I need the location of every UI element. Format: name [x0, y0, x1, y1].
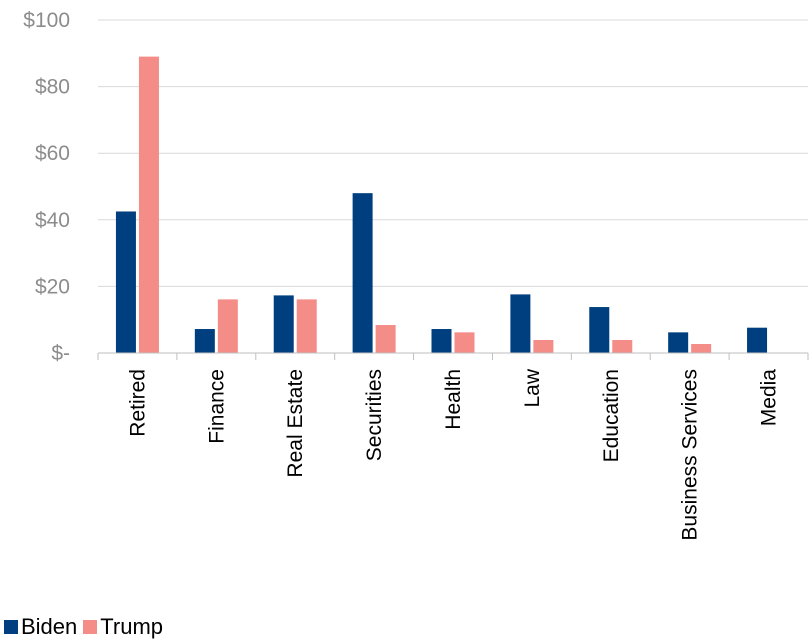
x-tick-label: Finance	[205, 369, 228, 444]
y-tick-label: $60	[35, 142, 70, 165]
x-tick-label: Health	[442, 369, 465, 430]
bar-biden-media	[747, 327, 768, 353]
x-tick-label: Real Estate	[284, 369, 307, 478]
y-tick-label: $-	[51, 342, 70, 365]
y-tick-label: $80	[35, 76, 70, 99]
x-tick-label: Media	[758, 369, 781, 427]
legend-swatch-trump	[83, 620, 98, 634]
x-tick-label: Business Services	[679, 369, 702, 541]
bar-trump-securities	[375, 325, 396, 353]
legend-item-biden: Biden	[4, 614, 77, 640]
y-tick-label: $40	[35, 209, 70, 232]
bar-trump-health	[454, 332, 475, 353]
gridlines	[98, 19, 808, 287]
bar-biden-real-estate	[273, 295, 294, 353]
legend: Biden Trump	[4, 614, 169, 640]
bar-biden-finance	[194, 329, 215, 353]
y-tick-label: $100	[23, 9, 70, 32]
legend-label-trump: Trump	[100, 614, 164, 639]
bar-trump-business-services	[691, 344, 712, 353]
legend-item-trump: Trump	[83, 614, 163, 640]
bar-trump-real-estate	[296, 299, 317, 353]
x-axis	[97, 352, 809, 360]
bars	[115, 56, 768, 353]
bar-biden-education	[589, 307, 610, 353]
bar-trump-finance	[217, 299, 238, 353]
bar-biden-health	[431, 329, 452, 353]
bar-biden-securities	[352, 193, 373, 353]
bar-chart: $- $20 $40 $60 $80 $100 Retired Finance Real Es…	[23, 9, 809, 541]
bar-biden-retired	[115, 211, 136, 353]
y-axis-tick-labels: $- $20 $40 $60 $80 $100	[23, 9, 70, 365]
bar-trump-education	[612, 340, 633, 353]
x-tick-label: Law	[521, 368, 544, 407]
bar-biden-law	[510, 294, 531, 353]
legend-swatch-biden	[4, 620, 18, 634]
x-axis-tick-labels: Retired Finance Real Estate Securities Healt…	[126, 368, 780, 540]
x-tick-label: Retired	[126, 369, 149, 437]
bar-trump-retired	[138, 56, 159, 353]
bar-trump-law	[533, 340, 554, 353]
x-tick-label: Education	[600, 369, 623, 462]
legend-label-biden: Biden	[21, 614, 78, 639]
bar-biden-business-services	[668, 332, 689, 353]
x-tick-label: Securities	[363, 369, 386, 461]
y-tick-label: $20	[35, 275, 70, 298]
